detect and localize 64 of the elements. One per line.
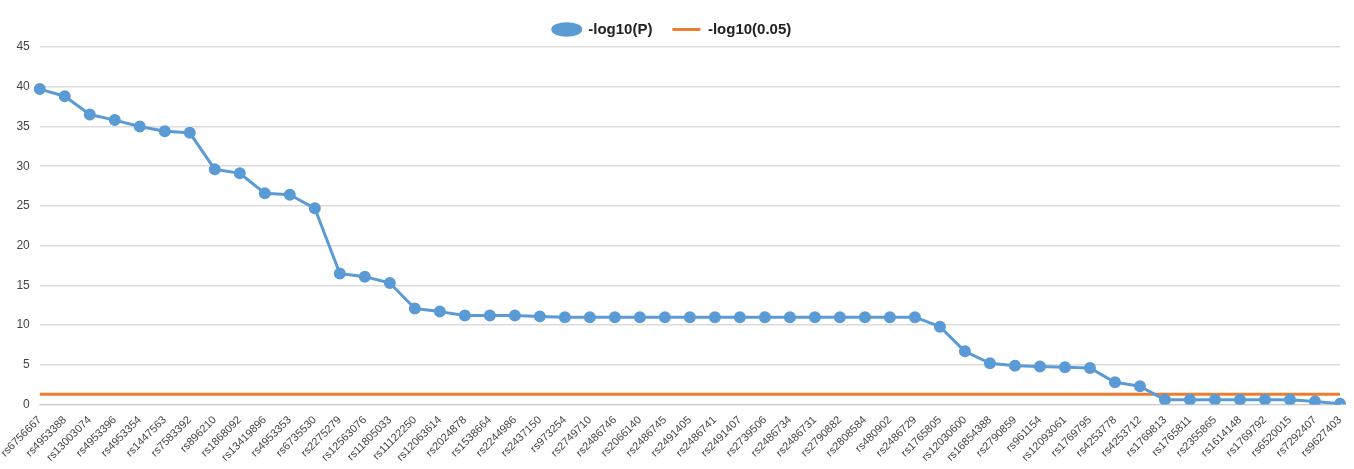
y-tick-label: 5: [23, 357, 31, 372]
y-tick-label: 25: [16, 198, 31, 213]
point: [683, 311, 696, 324]
point: [258, 187, 271, 200]
point: [108, 114, 121, 127]
y-tick-label: 15: [16, 277, 31, 292]
point: [383, 277, 396, 289]
point: [133, 120, 146, 133]
point: [1108, 376, 1121, 389]
point: [808, 311, 821, 324]
point: [858, 311, 871, 324]
point: [408, 302, 421, 315]
point: [708, 311, 721, 324]
legend-label: -log10(P): [588, 19, 653, 37]
point: [183, 126, 196, 139]
point: [433, 305, 446, 318]
point: [333, 267, 346, 280]
point: [783, 311, 796, 324]
point: [983, 357, 996, 370]
point: [583, 311, 596, 324]
point: [1308, 395, 1321, 405]
point: [958, 345, 971, 358]
point: [533, 310, 546, 323]
y-tick-label: 30: [16, 158, 31, 173]
point: [308, 202, 321, 215]
point: [283, 188, 296, 201]
point: [33, 83, 46, 96]
point: [883, 311, 896, 324]
point: [1083, 362, 1096, 375]
y-tick-label: 10: [16, 317, 31, 332]
y-tick-label: 40: [16, 79, 31, 94]
point: [1033, 360, 1046, 373]
point: [733, 311, 746, 324]
point: [1208, 393, 1221, 405]
point: [1058, 361, 1071, 374]
point: [1183, 393, 1196, 405]
point: [1283, 393, 1296, 405]
point: [1158, 393, 1171, 405]
point: [458, 309, 471, 322]
point: [1233, 393, 1246, 405]
point: [158, 125, 171, 138]
point: [833, 311, 846, 324]
point: [83, 108, 96, 121]
point: [933, 320, 946, 333]
point: [558, 311, 571, 324]
point: [908, 311, 921, 324]
point: [658, 311, 671, 324]
point: [508, 309, 521, 322]
point: [1133, 380, 1146, 393]
point: [608, 311, 621, 324]
legend-label: -log10(0.05): [707, 19, 792, 37]
point: [1258, 393, 1271, 405]
point: [208, 163, 221, 176]
point: [633, 311, 646, 324]
point: [58, 90, 71, 103]
point: [758, 311, 771, 324]
point: [233, 167, 246, 180]
point: [483, 309, 496, 322]
y-tick-label: 35: [16, 118, 31, 133]
y-tick-label: 0: [23, 396, 31, 411]
y-tick-label: 45: [16, 39, 31, 54]
point: [358, 270, 371, 283]
point: [1008, 359, 1021, 372]
y-tick-label: 20: [16, 237, 31, 252]
